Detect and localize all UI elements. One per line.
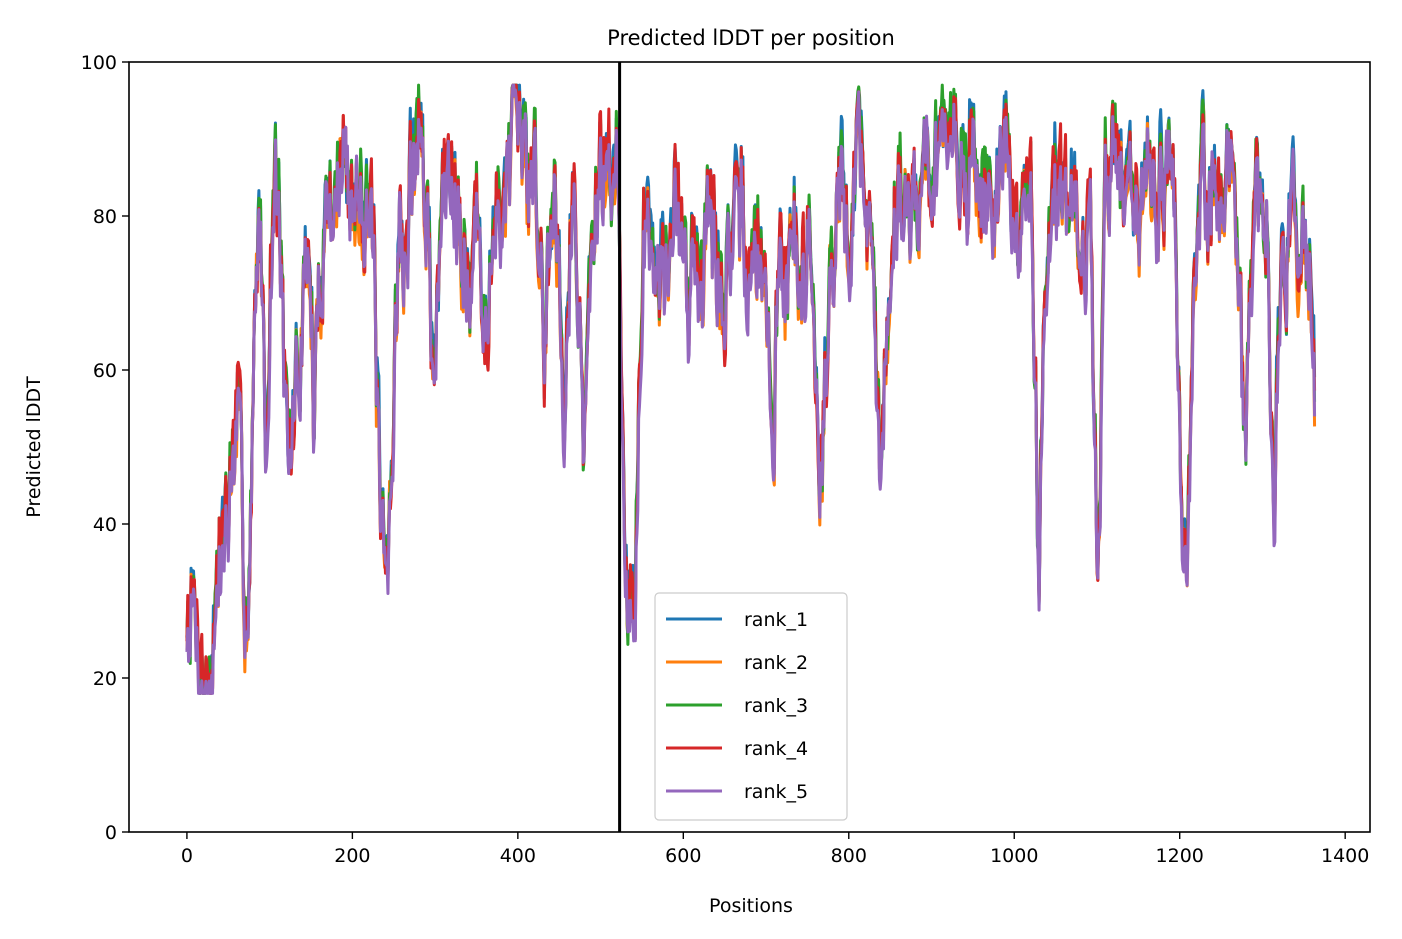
legend: rank_1 rank_2 rank_3 rank_4 rank_5 [654,592,848,821]
x-tick-label: 1400 [1321,845,1369,867]
y-tick-label: 0 [105,822,117,844]
series-line-rank_5 [185,83,1317,695]
y-tick-label: 80 [93,206,117,228]
x-tick-label: 200 [334,845,370,867]
chart-title: Predicted lDDT per position [607,26,895,50]
plot-frame [128,61,1371,833]
x-axis-label: Positions [709,895,793,917]
x-tick-label: 400 [500,845,536,867]
y-tick-label: 60 [93,360,117,382]
x-tick-label: 600 [665,845,701,867]
y-axis-ticks: 0 20 40 60 80 100 [81,52,129,844]
x-tick-label: 0 [181,845,193,867]
legend-label-rank_3: rank_3 [744,695,808,717]
y-tick-label: 40 [93,514,117,536]
legend-label-rank_1: rank_1 [744,609,808,631]
y-tick-label: 100 [81,52,117,74]
x-tick-label: 1000 [990,845,1038,867]
y-axis-label: Predicted lDDT [23,376,45,518]
legend-label-rank_2: rank_2 [744,652,808,674]
legend-box [654,592,848,821]
legend-label-rank_4: rank_4 [744,738,808,760]
x-tick-label: 1200 [1156,845,1204,867]
series-group [185,83,1317,695]
x-axis-ticks: 0 200 400 600 800 1000 1200 1400 [181,832,1369,867]
legend-label-rank_5: rank_5 [744,781,808,803]
x-tick-label: 800 [831,845,867,867]
y-tick-label: 20 [93,668,117,690]
